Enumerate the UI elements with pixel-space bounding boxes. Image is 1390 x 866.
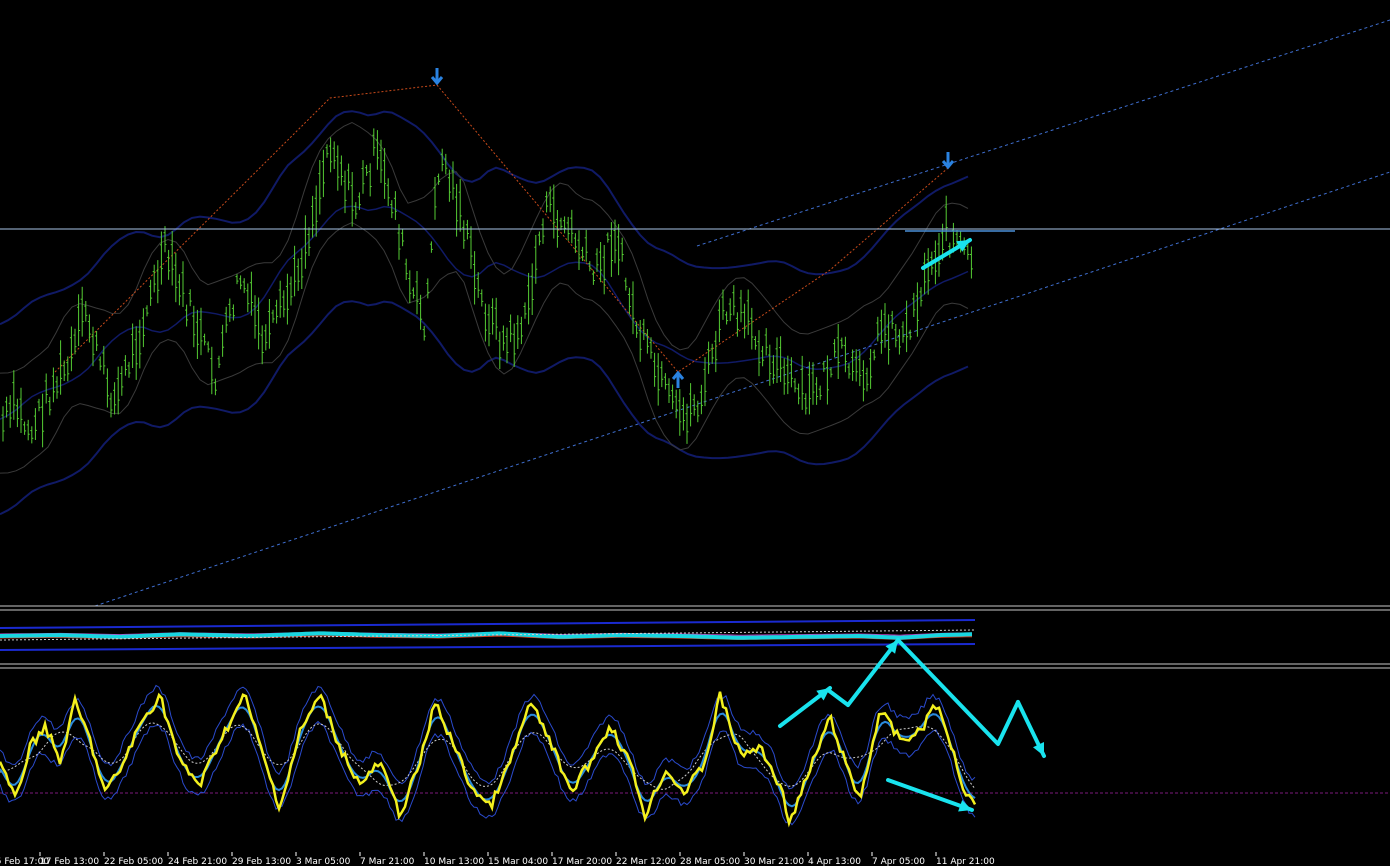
time-axis-label: 3 Mar 05:00 bbox=[296, 857, 351, 866]
time-axis-label: 17 Mar 20:00 bbox=[552, 857, 612, 866]
fractal-down-arrow bbox=[941, 152, 955, 170]
mid-cyan-line bbox=[0, 631, 973, 640]
fractal-arrows bbox=[430, 68, 955, 388]
oscillator-slow-line bbox=[0, 722, 976, 790]
channel-upper-line bbox=[696, 19, 1390, 247]
panel-dividers bbox=[0, 605, 1390, 669]
annotation-arrow bbox=[846, 638, 900, 707]
trend-channel-lines bbox=[94, 19, 1390, 607]
bollinger-lower-inner bbox=[0, 221, 969, 474]
time-axis-label: 7 Apr 05:00 bbox=[872, 857, 925, 866]
oscillator-upper-band bbox=[0, 684, 976, 790]
annotation-arrow-head bbox=[958, 800, 972, 812]
oscillator-panel bbox=[0, 684, 1390, 828]
fractal-up-arrow bbox=[671, 370, 685, 388]
oscillator-lower-band bbox=[0, 720, 976, 826]
mid-upper-band bbox=[0, 619, 976, 629]
fractal-down-arrow bbox=[430, 68, 444, 86]
middle-indicator-panel bbox=[0, 619, 976, 651]
time-axis-label: 15 Feb 17:00 bbox=[0, 857, 49, 866]
time-axis-label: 11 Apr 21:00 bbox=[936, 857, 995, 866]
annotation-arrows bbox=[778, 238, 1046, 812]
time-axis-label: 22 Feb 05:00 bbox=[104, 857, 163, 866]
mid-lower-band bbox=[0, 643, 976, 651]
time-axis-label: 22 Mar 12:00 bbox=[616, 857, 676, 866]
annotation-arrow-head bbox=[885, 640, 898, 654]
time-axis-label: 17 Feb 13:00 bbox=[40, 857, 99, 866]
annotation-path bbox=[896, 638, 1020, 746]
main-price-panel bbox=[0, 19, 1390, 607]
time-axis-label: 15 Mar 04:00 bbox=[488, 857, 548, 866]
time-axis-label: 24 Feb 21:00 bbox=[168, 857, 227, 866]
annotation-arrow bbox=[886, 778, 974, 812]
annotation-path bbox=[826, 688, 850, 707]
price-bars bbox=[1, 128, 973, 448]
bollinger-lower-outer bbox=[0, 300, 969, 516]
time-axis-label: 29 Feb 13:00 bbox=[232, 857, 291, 866]
mid-baseline bbox=[0, 629, 976, 641]
time-axis-label: 28 Mar 05:00 bbox=[680, 857, 740, 866]
annotation-arrow-head bbox=[1033, 742, 1044, 756]
time-axis-label: 7 Mar 21:00 bbox=[360, 857, 415, 866]
time-axis-label: 10 Mar 13:00 bbox=[424, 857, 484, 866]
annotation-arrow-head bbox=[956, 240, 970, 252]
oscillator-main-line bbox=[0, 691, 977, 828]
time-axis-label: 30 Mar 21:00 bbox=[744, 857, 804, 866]
time-axis-label: 4 Apr 13:00 bbox=[808, 857, 861, 866]
